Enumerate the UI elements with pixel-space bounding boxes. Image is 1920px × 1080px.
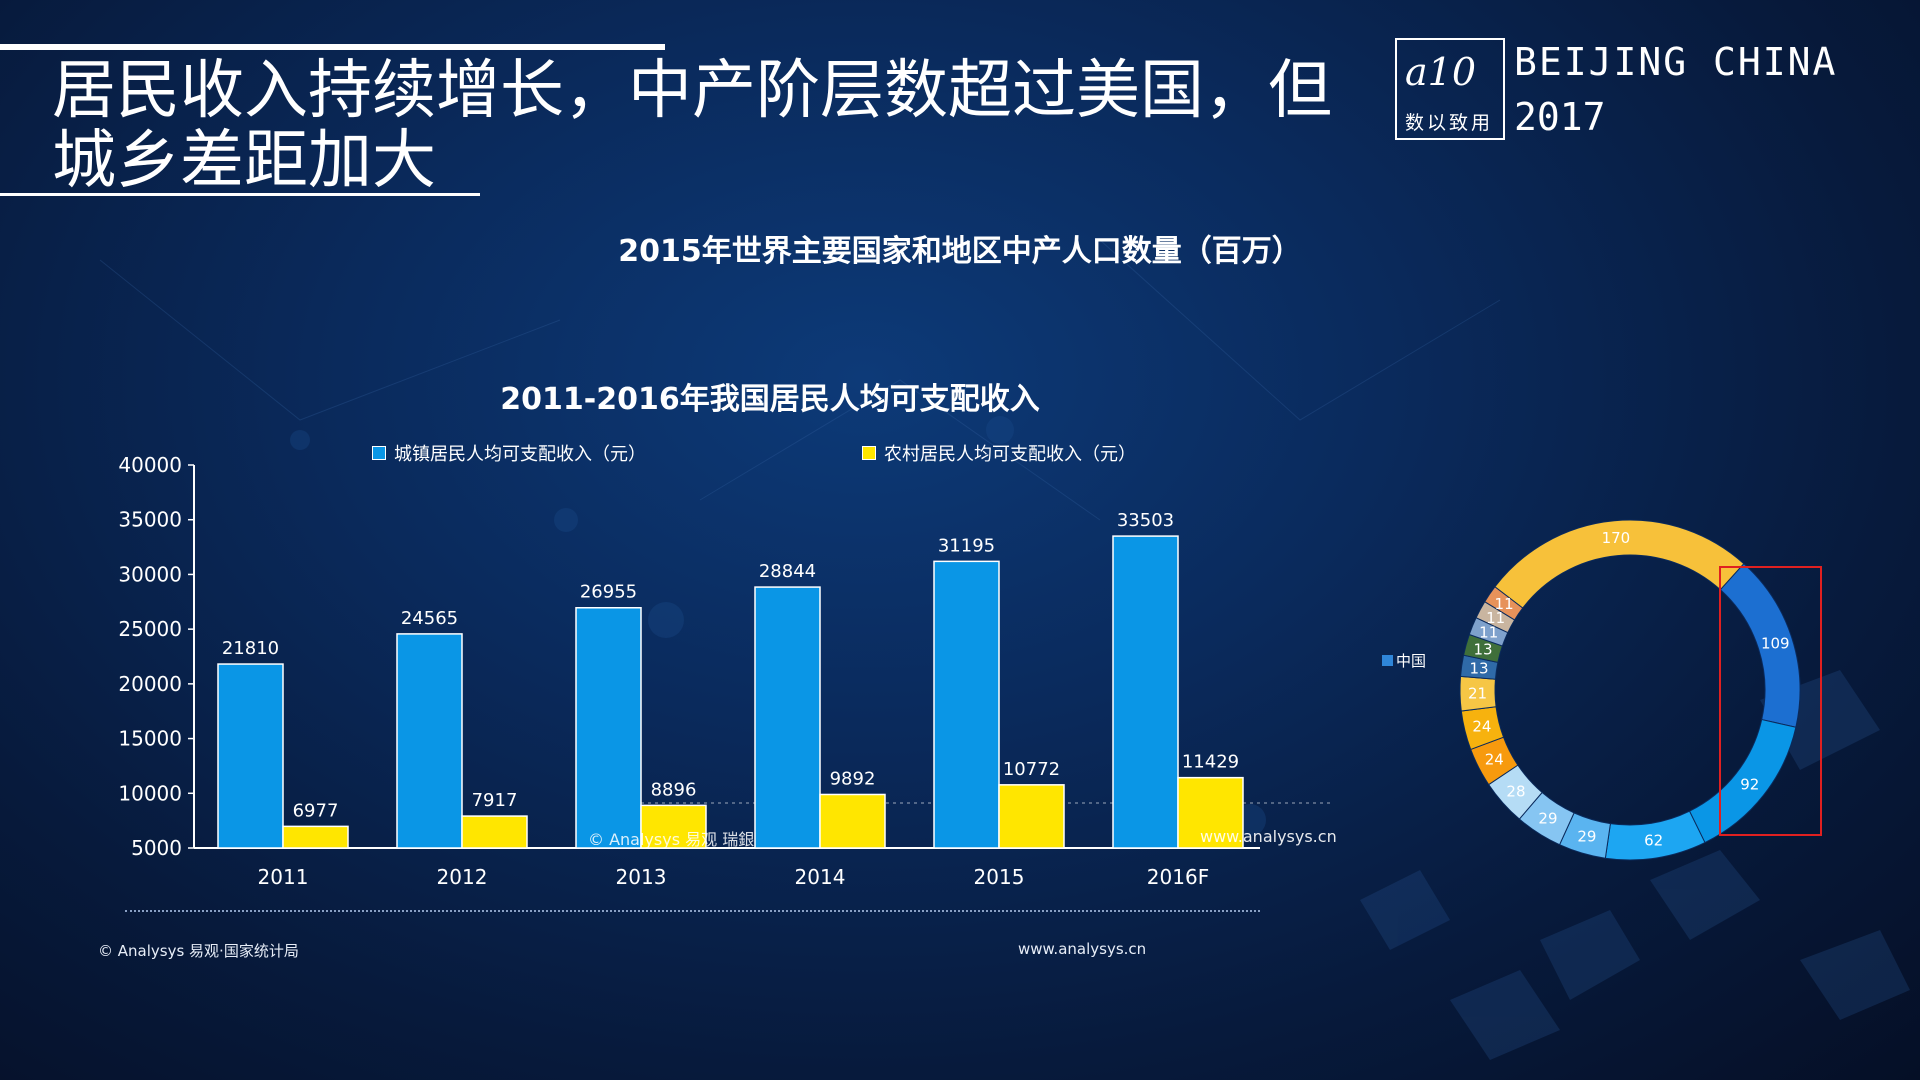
donut-slice-label: 11 xyxy=(1479,624,1498,642)
donut-slice-label: 92 xyxy=(1740,775,1759,793)
donut-slice-label: 13 xyxy=(1473,640,1492,658)
bar-urban xyxy=(1112,535,1179,849)
title-bar-top xyxy=(0,44,665,50)
bar-value-label: 10772 xyxy=(1003,759,1060,780)
y-tick-label: 30000 xyxy=(118,562,182,586)
bar-urban xyxy=(933,560,1000,849)
bar-urban xyxy=(754,586,821,849)
legend-rural-swatch xyxy=(862,446,876,460)
bar-rural xyxy=(640,804,707,849)
bar-rural xyxy=(998,784,1065,849)
x-tick-label: 2015 xyxy=(974,865,1025,889)
bar-value-label: 11429 xyxy=(1182,752,1239,773)
bar-value-label: 7917 xyxy=(472,790,518,811)
donut-slice xyxy=(1494,519,1745,609)
china-highlight-box xyxy=(1719,566,1822,836)
bar-rural xyxy=(1177,776,1244,849)
logo-text: 数以致用 xyxy=(1405,112,1494,134)
event-location: BEIJING CHINA xyxy=(1514,40,1838,84)
donut-legend: 中国 xyxy=(1382,650,1426,671)
donut-slice-label: 13 xyxy=(1470,659,1489,677)
donut-slice-label: 24 xyxy=(1485,751,1504,769)
donut-legend-swatch xyxy=(1382,655,1393,666)
logo-mark: a10 xyxy=(1405,50,1477,94)
world-chart-title: 2015年世界主要国家和地区中产人口数量（百万） xyxy=(618,234,1302,269)
event-year: 2017 xyxy=(1514,95,1606,139)
y-tick-label: 5000 xyxy=(131,836,182,860)
title-bar-bottom xyxy=(0,193,480,196)
bar-value-label: 31195 xyxy=(938,535,995,556)
bar-value-label: 33503 xyxy=(1117,510,1174,531)
legend-urban-label: 城镇居民人均可支配收入（元） xyxy=(394,444,646,465)
watermark-right: www.analysys.cn xyxy=(1200,827,1337,846)
y-tick-label: 35000 xyxy=(118,508,182,532)
bar-value-label: 24565 xyxy=(401,608,458,629)
bar-value-label: 21810 xyxy=(222,638,279,659)
y-tick-label: 15000 xyxy=(118,727,182,751)
bar-value-label: 6977 xyxy=(293,800,339,821)
bar-value-label: 9892 xyxy=(830,768,876,789)
bar-rural xyxy=(282,825,349,849)
legend-rural: 农村居民人均可支配收入（元） xyxy=(862,440,1136,466)
x-tick-label: 2011 xyxy=(258,865,309,889)
x-tick-label: 2013 xyxy=(616,865,667,889)
source-note: © Analysys 易观·国家统计局 xyxy=(98,942,299,960)
footer-divider xyxy=(125,910,1260,912)
bar-value-label: 28844 xyxy=(759,561,816,582)
donut-slice-label: 24 xyxy=(1472,717,1491,735)
y-tick-label: 10000 xyxy=(118,781,182,805)
donut-slice-label: 170 xyxy=(1602,529,1631,547)
bar-rural xyxy=(461,815,528,849)
source-url: www.analysys.cn xyxy=(1018,940,1147,958)
x-tick-label: 2012 xyxy=(437,865,488,889)
donut-slice-label: 29 xyxy=(1538,810,1557,828)
donut-slice-label: 21 xyxy=(1468,684,1487,702)
bar-rural xyxy=(819,793,886,849)
donut-slice-label: 29 xyxy=(1577,827,1596,845)
bar-value-label: 26955 xyxy=(580,582,637,603)
donut-slice-label: 11 xyxy=(1486,609,1505,627)
logo: a10 数以致用 xyxy=(1395,38,1505,140)
donut-slice-label: 109 xyxy=(1761,635,1790,653)
page-title: 居民收入持续增长，中产阶层数超过美国，但城乡差距加大 xyxy=(52,54,1332,198)
y-tick-label: 40000 xyxy=(118,453,182,477)
x-tick-label: 2016F xyxy=(1147,865,1209,889)
bar-urban xyxy=(575,606,642,849)
legend-urban: 城镇居民人均可支配收入（元） xyxy=(372,440,646,466)
y-tick-label: 25000 xyxy=(118,617,182,641)
donut-legend-label: 中国 xyxy=(1396,652,1427,670)
bar-urban xyxy=(396,633,463,849)
watermark-left: © Analysys 易观 瑞銀 xyxy=(588,830,754,849)
legend-rural-label: 农村居民人均可支配收入（元） xyxy=(884,444,1136,465)
donut-slice-label: 28 xyxy=(1506,782,1525,800)
legend-urban-swatch xyxy=(372,446,386,460)
bar-urban xyxy=(217,663,284,849)
y-tick-label: 20000 xyxy=(118,672,182,696)
bar-chart-title: 2011-2016年我国居民人均可支配收入 xyxy=(500,382,1040,417)
bar-value-label: 8896 xyxy=(651,779,697,800)
x-tick-label: 2014 xyxy=(795,865,846,889)
donut-slice-label: 62 xyxy=(1644,832,1663,850)
donut-slice-label: 11 xyxy=(1495,595,1514,613)
